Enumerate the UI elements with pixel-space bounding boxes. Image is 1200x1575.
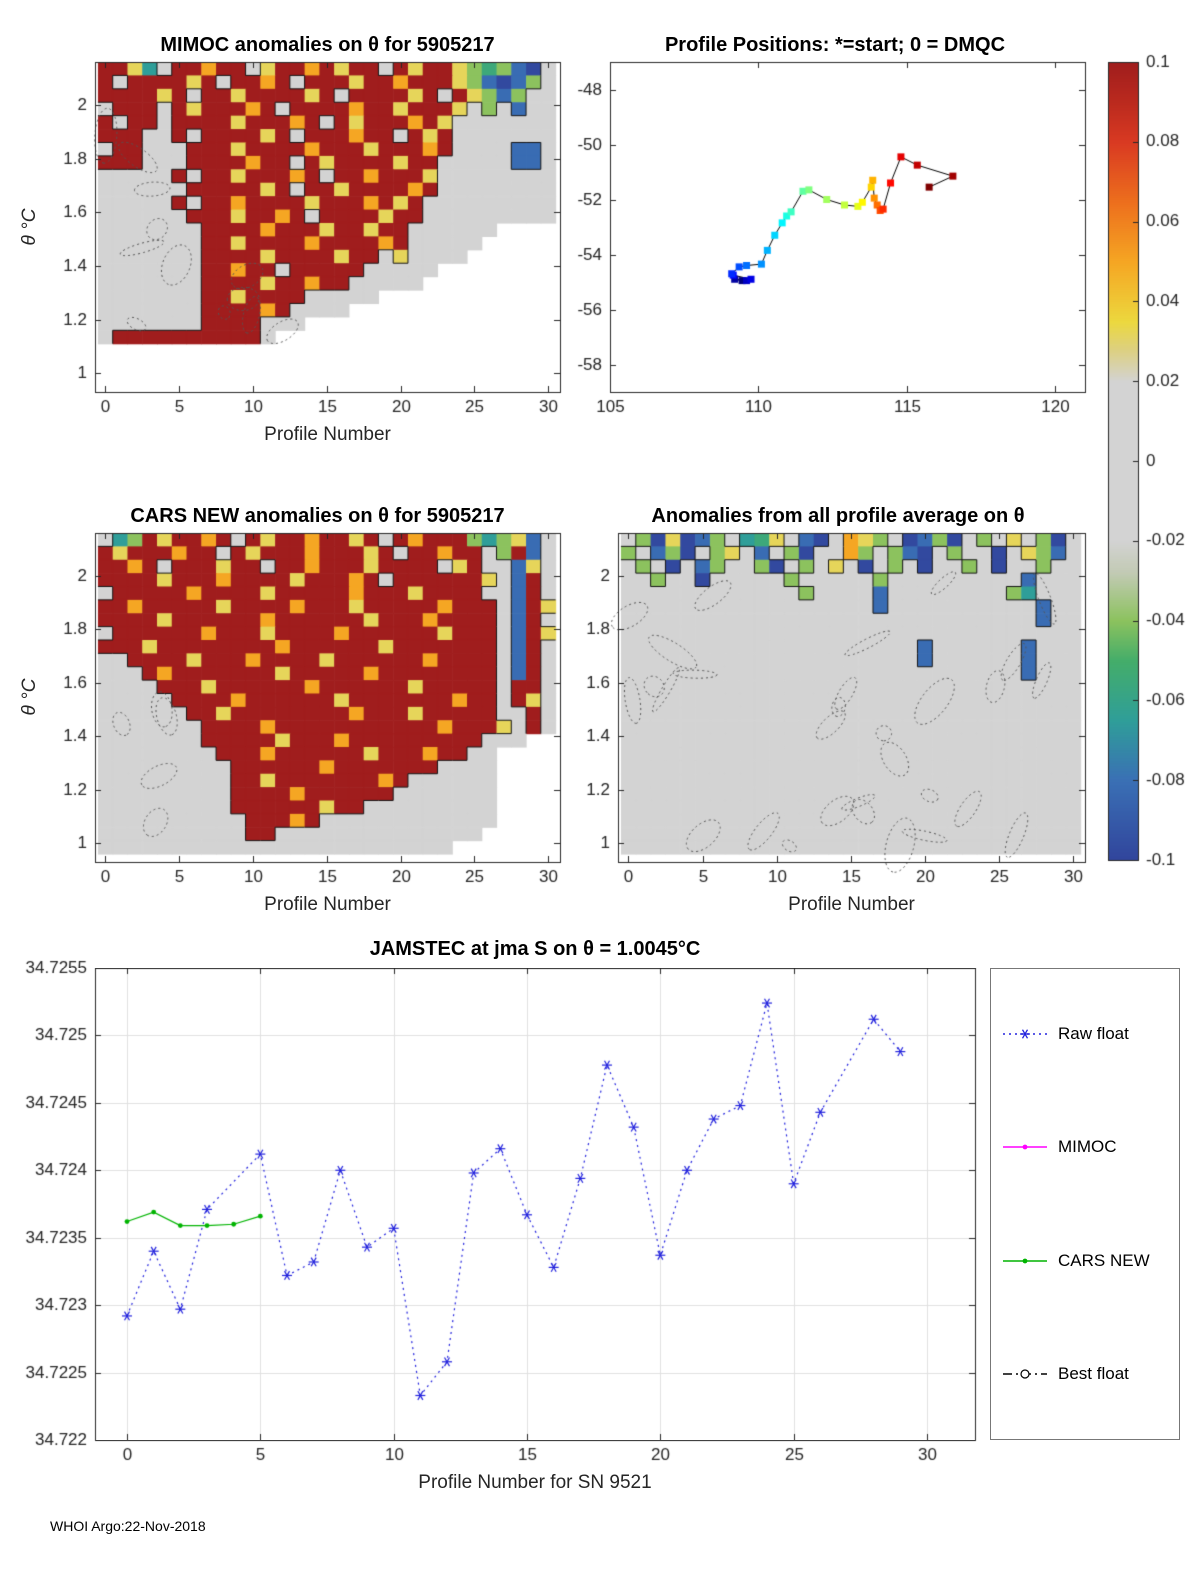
profile-positions-title: Profile Positions: *=start; 0 = DMQC: [664, 34, 1006, 56]
mimoc-xlabel: Profile Number: [264, 424, 391, 445]
avg-xlabel: Profile Number: [788, 894, 915, 915]
footer-credit: WHOI Argo:22-Nov-2018: [50, 1518, 206, 1534]
jamstec-title: JAMSTEC at jma S on θ = 1.0045°C: [369, 938, 701, 960]
legend-entry-raw-float: Raw float: [991, 1024, 1179, 1044]
legend-sample-best-float: [1003, 1369, 1047, 1379]
cars-xlabel: Profile Number: [264, 894, 391, 915]
legend-sample-mimoc: [1003, 1144, 1047, 1150]
jamstec-xlabel: Profile Number for SN 9521: [418, 1472, 652, 1493]
legend-sample-raw-float: [1003, 1029, 1047, 1039]
mimoc-heatmap-title: MIMOC anomalies on θ for 5905217: [160, 34, 495, 56]
legend-label-cars-new: CARS NEW: [1058, 1250, 1150, 1270]
legend-label-mimoc: MIMOC: [1058, 1137, 1117, 1157]
legend-label-raw-float: Raw float: [1058, 1023, 1129, 1043]
cars-heatmap-title: CARS NEW anomalies on θ for 5905217: [130, 505, 505, 527]
legend-entry-best-float: Best float: [991, 1364, 1179, 1384]
legend-box: Raw float MIMOC CARS NEW Best float: [990, 968, 1180, 1440]
legend-entry-cars-new: CARS NEW: [991, 1251, 1179, 1271]
legend-label-best-float: Best float: [1058, 1364, 1129, 1384]
legend-entry-mimoc: MIMOC: [991, 1137, 1179, 1157]
legend-sample-cars-new: [1003, 1258, 1047, 1264]
mimoc-ylabel: θ °C: [19, 208, 40, 246]
cars-ylabel: θ °C: [19, 678, 40, 716]
avg-heatmap-title: Anomalies from all profile average on θ: [651, 505, 1025, 527]
